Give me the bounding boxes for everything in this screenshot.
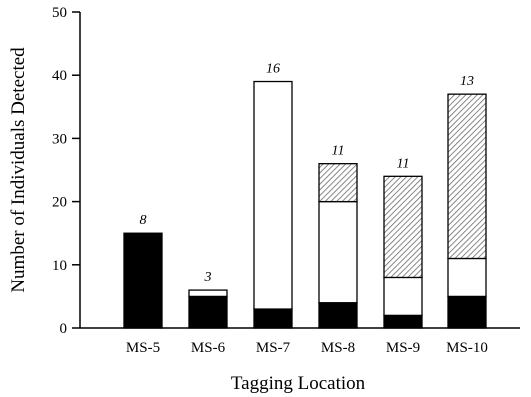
x-tick-label: MS-6: [191, 340, 226, 356]
bar-segment-ms-9-s2: [383, 276, 423, 317]
bar-segment-ms-6-s2: [188, 289, 228, 298]
bar-count-label: 13: [460, 74, 474, 89]
y-axis-title: Number of Individuals Detected: [8, 47, 29, 293]
y-tick-label: 20: [52, 195, 67, 211]
bar-segment-ms-9-s3: [383, 175, 423, 279]
x-tick-label: MS-7: [256, 340, 291, 356]
y-tick-label: 30: [52, 131, 67, 147]
x-tick-label: MS-10: [446, 340, 488, 356]
bar-count-label: 3: [204, 270, 212, 285]
bar-segment-ms-10-s2: [447, 257, 487, 298]
bar-segment-ms-8-s3: [318, 163, 358, 203]
x-tick-label: MS-9: [386, 340, 420, 356]
bar-segment-ms-7-s1: [253, 308, 293, 329]
y-tick-label: 10: [52, 258, 67, 274]
bar-segment-ms-10-s1: [447, 295, 487, 329]
x-tick-label: MS-5: [126, 340, 160, 356]
bar-count-label: 11: [332, 144, 345, 159]
bar-segment-ms-5-s1: [123, 232, 163, 329]
bar-segment-ms-9-s1: [383, 314, 423, 329]
x-axis-title: Tagging Location: [231, 373, 366, 394]
y-tick-group: 0 10 20 30 40 50: [52, 5, 80, 337]
y-tick-label: 0: [60, 321, 68, 337]
bar-count-label: 16: [266, 62, 280, 77]
x-tick-label: MS-8: [321, 340, 355, 356]
x-tick-group: MS-5 MS-6 MS-7 MS-8 MS-9 MS-10: [126, 340, 488, 356]
bar-segment-ms-10-s3: [447, 93, 487, 260]
y-tick-label: 50: [52, 5, 67, 21]
bar-count-label: 11: [397, 156, 410, 171]
bar-label-group: 8 3 16 11 11 13: [140, 62, 475, 286]
bar-count-label: 8: [140, 213, 147, 228]
y-tick-label: 40: [52, 68, 67, 84]
bar-segment-ms-8-s2: [318, 200, 358, 304]
bar-segment-ms-6-s1: [188, 295, 228, 329]
bar-group: [123, 80, 487, 329]
bar-segment-ms-7-s2: [253, 80, 293, 310]
bar-segment-ms-8-s1: [318, 302, 358, 329]
